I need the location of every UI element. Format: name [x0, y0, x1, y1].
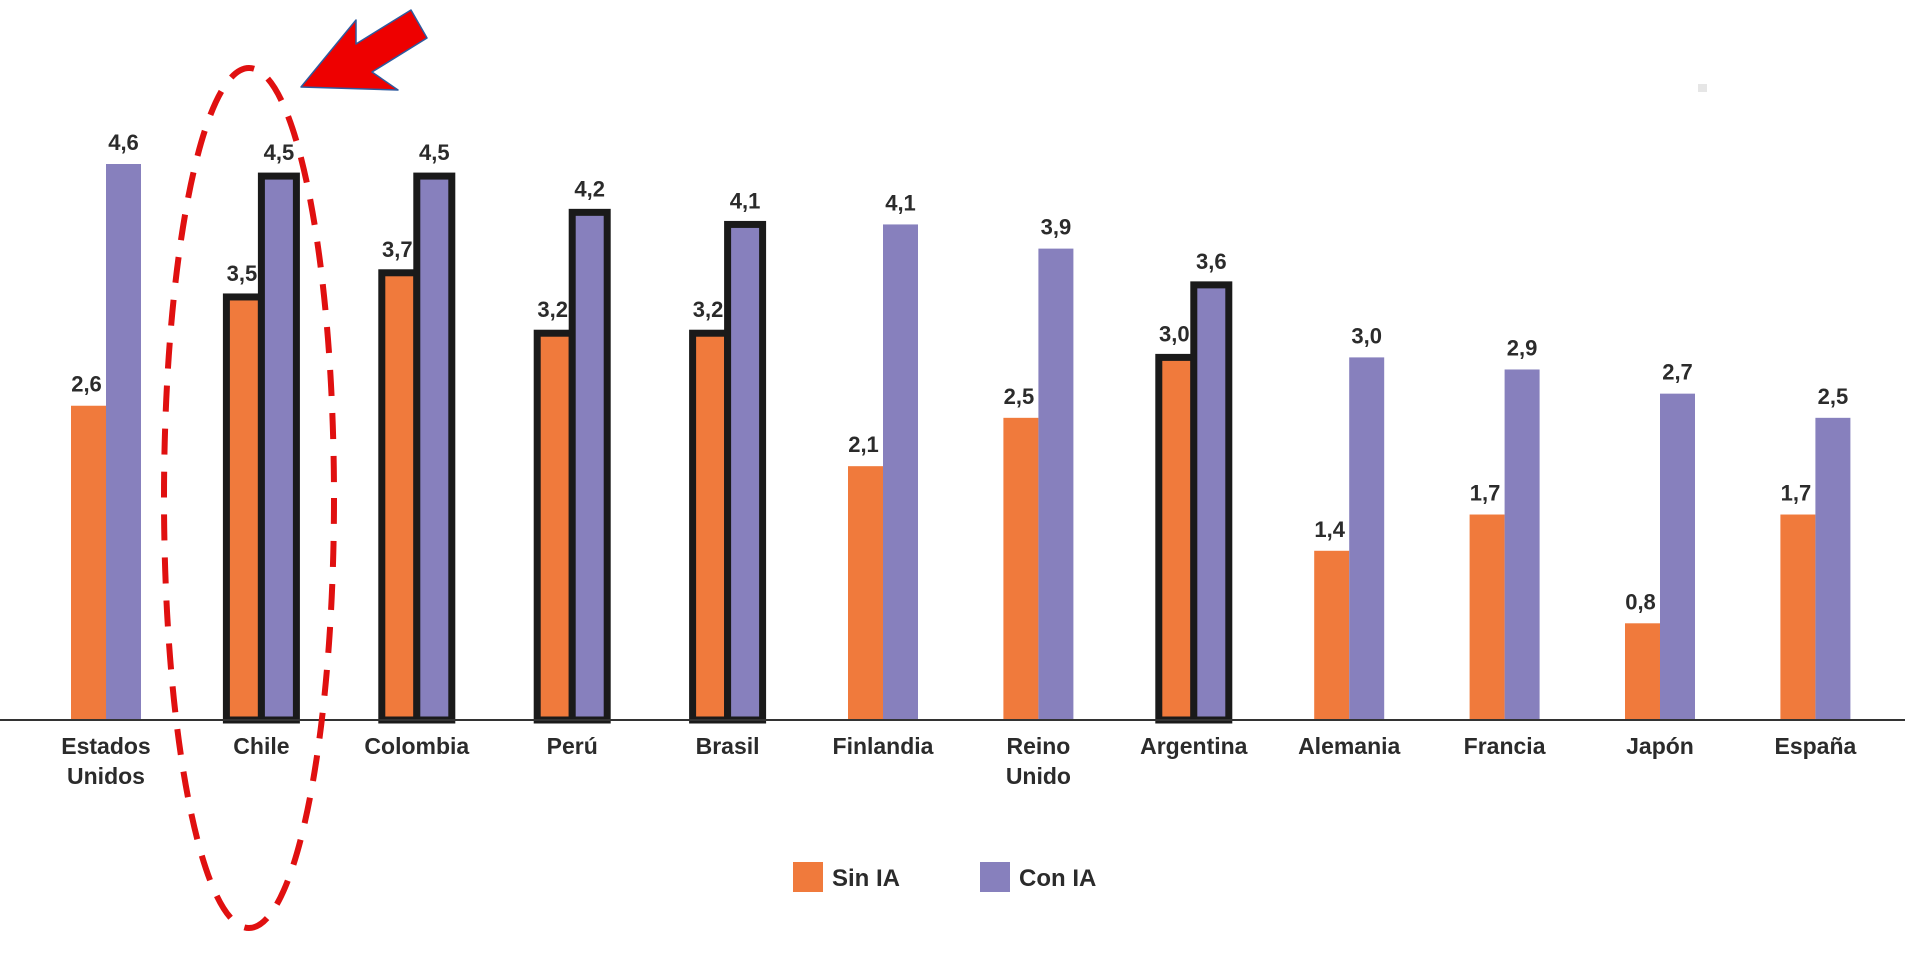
- value-label-con-ia-alemania: 3,0: [1351, 323, 1382, 348]
- value-label-sin-ia-alemania: 1,4: [1314, 517, 1345, 542]
- value-label-con-ia-chile: 4,5: [264, 140, 295, 165]
- bar-con-ia-finlandia: [883, 224, 918, 720]
- value-label-sin-ia-chile: 3,5: [227, 261, 258, 286]
- bar-sin-ia-peru: [533, 329, 576, 724]
- value-label-con-ia-estados-unidos: 4,6: [108, 130, 139, 155]
- value-label-sin-ia-colombia: 3,7: [382, 237, 413, 262]
- category-label-chile: Chile: [233, 733, 289, 759]
- speck-mark: [1698, 84, 1707, 92]
- value-label-sin-ia-espana: 1,7: [1781, 481, 1812, 506]
- legend-label-con-ia: Con IA: [1019, 865, 1096, 892]
- value-label-sin-ia-argentina: 3,0: [1159, 321, 1190, 346]
- value-label-con-ia-espana: 2,5: [1818, 384, 1849, 409]
- category-label-peru: Perú: [547, 733, 598, 759]
- bar-sin-ia-reino-unido: [1003, 417, 1039, 720]
- bar-sin-ia-alemania: [1314, 550, 1350, 720]
- bar-con-ia-alemania: [1349, 357, 1385, 720]
- value-label-sin-ia-brasil: 3,2: [693, 297, 724, 322]
- value-label-sin-ia-japon: 0,8: [1625, 589, 1656, 614]
- bar-con-ia-brasil: [724, 220, 767, 724]
- category-label-japon: Japón: [1626, 733, 1694, 759]
- bar-sin-ia-estados-unidos: [71, 405, 106, 720]
- bar-con-ia-chile: [257, 172, 300, 724]
- value-label-con-ia-brasil: 4,1: [730, 188, 761, 213]
- category-label-brasil: Brasil: [696, 733, 760, 759]
- category-label-estados-unidos: Estados Unidos: [61, 733, 150, 789]
- value-label-sin-ia-finlandia: 2,1: [848, 432, 879, 457]
- annotations-layer: [161, 9, 1707, 931]
- category-label-francia: Francia: [1464, 733, 1546, 759]
- bar-sin-ia-brasil: [689, 329, 732, 724]
- legend-swatch-con-ia: [980, 862, 1010, 892]
- category-label-espana: España: [1774, 733, 1856, 759]
- bar-con-ia-estados-unidos: [106, 164, 141, 720]
- category-label-colombia: Colombia: [364, 733, 469, 759]
- bar-sin-ia-espana: [1780, 514, 1816, 720]
- bar-con-ia-argentina: [1190, 281, 1233, 724]
- value-label-con-ia-francia: 2,9: [1507, 335, 1538, 360]
- value-label-con-ia-colombia: 4,5: [419, 140, 450, 165]
- bar-sin-ia-japon: [1625, 623, 1660, 720]
- red-arrow-icon: [300, 9, 428, 91]
- value-label-con-ia-finlandia: 4,1: [885, 190, 916, 215]
- category-label-reino-unido: Reino Unido: [1006, 733, 1071, 789]
- category-label-argentina: Argentina: [1140, 733, 1248, 759]
- value-label-sin-ia-estados-unidos: 2,6: [71, 372, 102, 397]
- category-labels-layer: Estados Unidos Chile Colombia Perú Brasil Finl…: [61, 733, 1856, 789]
- bar-con-ia-reino-unido: [1038, 248, 1074, 720]
- value-label-con-ia-reino-unido: 3,9: [1041, 215, 1072, 240]
- value-label-con-ia-peru: 4,2: [574, 176, 605, 201]
- bar-sin-ia-chile: [222, 293, 265, 724]
- value-label-con-ia-argentina: 3,6: [1196, 249, 1227, 274]
- value-label-con-ia-japon: 2,7: [1662, 360, 1693, 385]
- bar-sin-ia-argentina: [1155, 353, 1198, 724]
- bar-sin-ia-colombia: [378, 269, 421, 724]
- highlight-ellipse: [161, 65, 337, 931]
- bar-con-ia-peru: [568, 208, 611, 724]
- bar-con-ia-colombia: [413, 172, 456, 724]
- bar-con-ia-francia: [1504, 369, 1540, 720]
- value-label-sin-ia-reino-unido: 2,5: [1004, 384, 1035, 409]
- bar-sin-ia-finlandia: [848, 466, 883, 720]
- value-label-sin-ia-peru: 3,2: [537, 297, 568, 322]
- category-label-finlandia: Finlandia: [833, 733, 934, 759]
- bars-layer: [71, 164, 1851, 724]
- legend: Sin IA Con IA: [793, 862, 1096, 892]
- bar-sin-ia-francia: [1469, 514, 1505, 720]
- legend-swatch-sin-ia: [793, 862, 823, 892]
- legend-label-sin-ia: Sin IA: [832, 865, 900, 892]
- value-label-sin-ia-francia: 1,7: [1470, 481, 1501, 506]
- bar-con-ia-espana: [1815, 417, 1851, 720]
- category-label-alemania: Alemania: [1298, 733, 1400, 759]
- bar-con-ia-japon: [1660, 393, 1695, 720]
- value-labels-layer: 2,6 4,6 3,5 4,5 3,7 4,5 3,2 4,2 3,2 4,1 2,1 4,1 2,5 3…: [71, 130, 1848, 614]
